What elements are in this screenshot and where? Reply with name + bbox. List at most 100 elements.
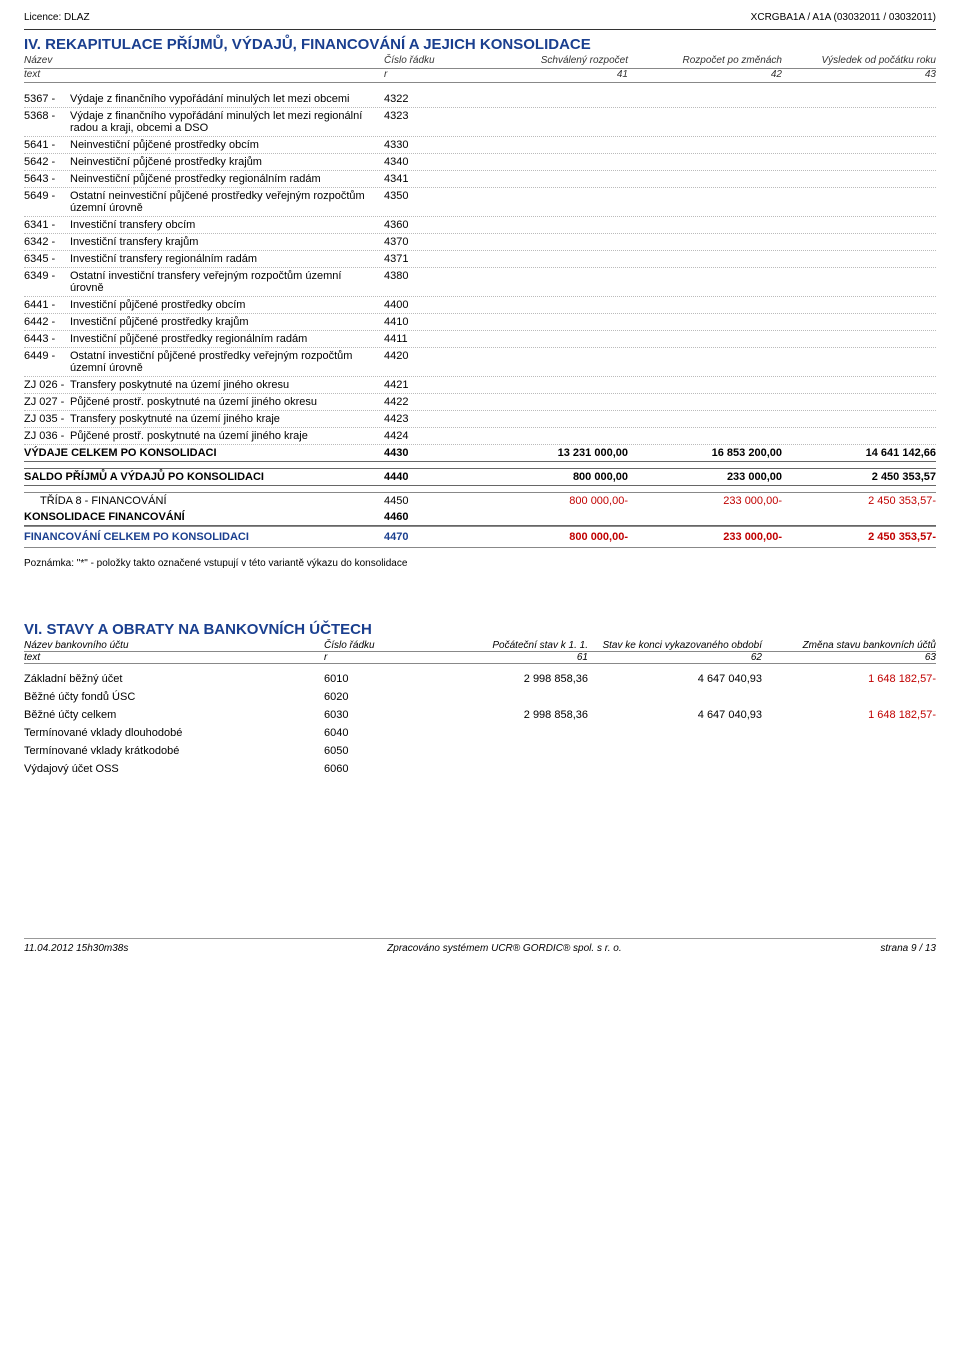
row-v1: 2 998 858,36 [414,673,588,685]
trida8-row: TŘÍDA 8 - FINANCOVÁNÍ 4450 800 000,00- 2… [24,492,936,509]
row-v3: 1 648 182,57- [762,673,936,685]
row-v2: 4 647 040,93 [588,673,762,685]
row-v1 [474,270,628,294]
total-v3: 14 641 142,66 [782,447,936,459]
row-label: Půjčené prostř. poskytnuté na území jiné… [70,430,384,442]
table-row: Výdajový účet OSS6060 [24,760,936,778]
section6-header2: text r 61 62 63 [24,652,936,664]
row-label: Investiční půjčené prostředky krajům [70,316,384,328]
row-v1 [474,139,628,151]
table-row: 6349 -Ostatní investiční transfery veřej… [24,268,936,297]
row-num: 6443 - [24,333,70,345]
trida8-v1: 800 000,00- [474,495,628,507]
konsolidace-row: KONSOLIDACE FINANCOVÁNÍ 4460 [24,509,936,526]
row-v3 [782,219,936,231]
row-v3 [782,430,936,442]
row-v2 [628,396,782,408]
row-v2 [628,379,782,391]
hdr-code: Číslo řádku [384,55,474,66]
row-v3 [782,110,936,134]
row-v2 [628,333,782,345]
section4-rows: 5367 -Výdaje z finančního vypořádání min… [24,91,936,445]
hdr-name: Název [24,55,384,66]
row-v1 [474,333,628,345]
row-num: ZJ 035 - [24,413,70,425]
table-row: 5643 -Neinvestiční půjčené prostředky re… [24,171,936,188]
row-v2 [628,236,782,248]
row-code: 4371 [384,253,474,265]
row-v2 [628,430,782,442]
row-label: Běžné účty celkem [24,709,324,721]
row-v1 [474,173,628,185]
row-v3 [782,93,936,105]
vi-hdr2-v1: 61 [414,652,588,663]
row-code: 6030 [324,709,414,721]
total-label: VÝDAJE CELKEM PO KONSOLIDACI [24,447,384,459]
licence-text: Licence: DLAZ [24,12,90,23]
hdr-v2: Rozpočet po změnách [628,55,782,66]
row-code: 4340 [384,156,474,168]
note-text: Poznámka: "*" - položky takto označené v… [24,558,936,569]
row-num: 5643 - [24,173,70,185]
fin-celkem-row: FINANCOVÁNÍ CELKEM PO KONSOLIDACI 4470 8… [24,526,936,548]
row-label: Výdaje z finančního vypořádání minulých … [70,110,384,134]
row-v2 [628,110,782,134]
section6-rows: Základní běžný účet60102 998 858,364 647… [24,670,936,778]
table-row: Běžné účty celkem60302 998 858,364 647 0… [24,706,936,724]
row-v3 [782,333,936,345]
row-label: Termínované vklady krátkodobé [24,745,324,757]
saldo-v1: 800 000,00 [474,471,628,483]
total-code: 4430 [384,447,474,459]
row-label: Neinvestiční půjčené prostředky obcím [70,139,384,151]
fincelkem-v1: 800 000,00- [474,531,628,543]
konsolidace-code: 4460 [384,511,474,523]
hdr-v3: Výsledek od počátku roku [782,55,936,66]
vi-hdr2-v2: 62 [588,652,762,663]
row-label: Neinvestiční půjčené prostředky krajům [70,156,384,168]
table-row: 5367 -Výdaje z finančního vypořádání min… [24,91,936,108]
top-divider [24,29,936,30]
row-code: 6060 [324,763,414,775]
row-v2 [628,173,782,185]
row-label: Termínované vklady dlouhodobé [24,727,324,739]
row-code: 6010 [324,673,414,685]
row-v3 [782,379,936,391]
saldo-v2: 233 000,00 [628,471,782,483]
row-v1 [474,219,628,231]
total-v2: 16 853 200,00 [628,447,782,459]
row-label: Základní běžný účet [24,673,324,685]
trida8-v3: 2 450 353,57- [782,495,936,507]
vi-hdr2-v3: 63 [762,652,936,663]
table-row: 5641 -Neinvestiční půjčené prostředky ob… [24,137,936,154]
row-num: 5641 - [24,139,70,151]
saldo-label: SALDO PŘÍJMŮ A VÝDAJŮ PO KONSOLIDACI [24,471,384,483]
row-v3 [782,236,936,248]
row-v2 [628,316,782,328]
trida8-label: TŘÍDA 8 - FINANCOVÁNÍ [40,495,384,507]
row-v1 [474,110,628,134]
row-num: ZJ 036 - [24,430,70,442]
row-code: 4423 [384,413,474,425]
page-footer: 11.04.2012 15h30m38s Zpracováno systémem… [24,938,936,954]
row-v1: 2 998 858,36 [414,709,588,721]
trida8-code: 4450 [384,495,474,507]
row-num: ZJ 026 - [24,379,70,391]
row-v3 [762,691,936,703]
row-code: 4350 [384,190,474,214]
vi-hdr-v3: Změna stavu bankovních účtů [762,640,936,651]
row-v3 [762,727,936,739]
row-v3 [782,350,936,374]
row-v3 [782,270,936,294]
row-v2 [628,299,782,311]
row-v1 [474,93,628,105]
row-code: 4410 [384,316,474,328]
saldo-v3: 2 450 353,57 [782,471,936,483]
footer-date: 11.04.2012 15h30m38s [24,943,128,954]
row-label: Běžné účty fondů ÚSC [24,691,324,703]
row-v3 [782,190,936,214]
row-code: 4424 [384,430,474,442]
hdr2-v3: 43 [782,69,936,80]
hdr2-name: text [24,69,384,80]
row-v1 [474,253,628,265]
row-code: 4330 [384,139,474,151]
